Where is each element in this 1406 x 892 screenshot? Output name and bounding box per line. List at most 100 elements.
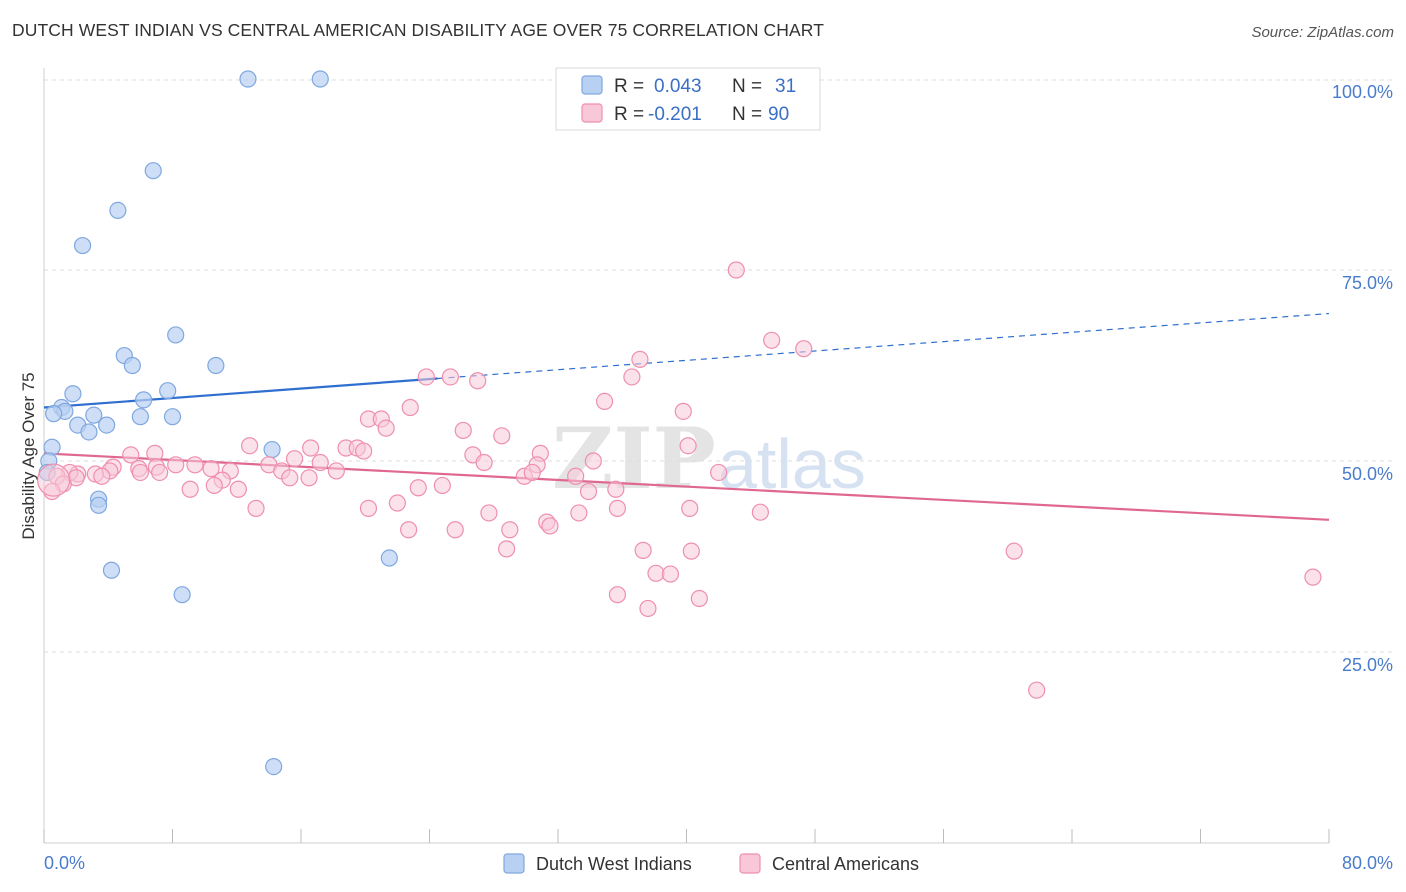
dutch-west-indian-point [98, 416, 116, 434]
central-american-point [1028, 681, 1046, 699]
central-american-point [186, 456, 204, 474]
central-american-point [623, 368, 641, 386]
central-american-point [302, 439, 320, 457]
dutch-west-indian-point [380, 549, 398, 567]
central-american-point [661, 565, 680, 583]
central-american-point [567, 467, 585, 485]
central-american-point [584, 452, 602, 470]
central-american-point [647, 564, 665, 582]
central-american-point [441, 368, 459, 386]
central-american-point [446, 521, 464, 539]
central-american-point [608, 586, 627, 604]
dutch-west-indian-point [80, 423, 98, 441]
legend-swatch-blue [581, 75, 603, 95]
central-american-point [285, 450, 304, 468]
central-american-point [682, 542, 700, 560]
legend-n-value-2: 90 [768, 104, 789, 125]
central-american-point [498, 540, 516, 558]
central-american-point [247, 499, 265, 517]
dutch-west-indian-point [239, 70, 257, 88]
central-american-point [475, 453, 493, 472]
trend-line-dutch-west-indians [43, 377, 438, 409]
legend-n-label-1: N = [732, 76, 762, 97]
y-tick-label-75: 75.0% [1342, 273, 1393, 293]
trend-lines [43, 312, 1330, 521]
central-american-point [579, 482, 598, 501]
legend-n-value-1: 31 [775, 76, 796, 97]
central-american-point [634, 541, 652, 559]
central-american-point [1304, 568, 1322, 586]
central-american-point [241, 437, 259, 455]
legend-r-label-2: R = [614, 104, 644, 125]
central-american-point [501, 521, 519, 539]
dutch-west-indian-point [102, 561, 121, 579]
dutch-west-indians-points [38, 70, 398, 776]
central-american-point [763, 331, 781, 349]
bottom-legend-swatch-pink [739, 853, 761, 874]
central-american-point [401, 398, 419, 417]
central-american-point [311, 453, 329, 472]
central-american-point [433, 476, 451, 495]
watermark-zip: ZIP [552, 409, 716, 508]
central-american-point [1005, 542, 1023, 560]
central-american-point [681, 499, 699, 517]
y-tick-labels: 25.0% 50.0% 75.0% 100.0% [1332, 82, 1393, 675]
legend-r-value-2: -0.201 [648, 104, 702, 125]
legend: R = 0.043 N = 31 R = -0.201 N = 90 [555, 67, 821, 131]
central-american-point [595, 392, 614, 411]
central-american-point [541, 517, 559, 535]
x-tick-label-min: 0.0% [44, 853, 85, 873]
central-american-point [355, 442, 373, 460]
central-american-point [417, 368, 435, 386]
central-american-point [202, 460, 220, 478]
central-american-point [454, 421, 472, 440]
central-american-point [93, 467, 111, 485]
legend-r-label-1: R = [614, 76, 644, 97]
dutch-west-indian-point [207, 356, 225, 375]
central-american-point [122, 446, 140, 464]
bottom-legend-swatch-blue [503, 853, 525, 874]
dutch-west-indian-point [173, 586, 191, 604]
central-american-point [37, 463, 71, 497]
central-american-point [469, 372, 487, 390]
dutch-west-indian-point [167, 326, 185, 344]
y-tick-label-100: 100.0% [1332, 82, 1393, 102]
legend-n-label-2: N = [732, 104, 762, 125]
dutch-west-indian-point [131, 408, 149, 426]
y-axis-label: Disability Age Over 75 [19, 372, 38, 539]
central-american-point [480, 504, 498, 522]
dutch-west-indian-point [123, 356, 141, 375]
bottom-legend-label-2: Central Americans [772, 854, 919, 874]
dutch-west-indian-point [109, 201, 127, 220]
central-american-point [181, 480, 199, 498]
central-american-point [639, 599, 657, 618]
bottom-legend: Dutch West Indians Central Americans [503, 853, 919, 874]
central-american-point [570, 504, 588, 522]
central-american-point [493, 427, 511, 445]
central-american-point [151, 463, 169, 482]
dutch-west-indian-point [85, 406, 103, 424]
grid-lines [44, 79, 1393, 653]
central-american-point [727, 261, 745, 279]
central-american-point [608, 499, 627, 517]
dutch-west-indian-point [134, 391, 153, 409]
central-american-point [205, 476, 223, 495]
dutch-west-indian-point [144, 162, 162, 180]
central-american-point [281, 469, 299, 487]
central-american-point [409, 479, 427, 497]
y-tick-label-25: 25.0% [1342, 655, 1393, 675]
central-american-point [388, 494, 406, 512]
central-american-point [674, 402, 692, 420]
central-american-point [523, 463, 541, 482]
central-american-point [300, 469, 318, 487]
central-american-point [131, 463, 149, 482]
bottom-legend-label-1: Dutch West Indians [536, 854, 692, 874]
chart-title: DUTCH WEST INDIAN VS CENTRAL AMERICAN DI… [12, 20, 824, 40]
x-tick-label-max: 80.0% [1342, 853, 1393, 873]
dutch-west-indian-point [159, 382, 177, 400]
dutch-west-indian-point [311, 70, 329, 88]
central-american-point [631, 350, 649, 368]
central-american-point [690, 589, 708, 608]
legend-swatch-pink [581, 103, 603, 123]
